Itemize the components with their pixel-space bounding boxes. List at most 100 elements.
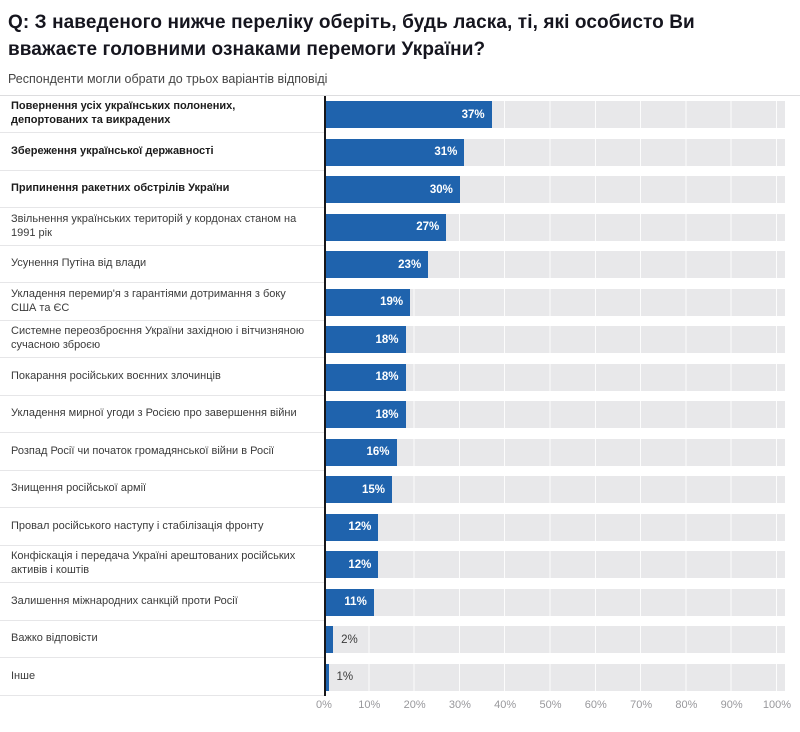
category-label: Провал російського наступу і стабілізаці… xyxy=(11,519,264,532)
plot-cell: 16% xyxy=(324,433,785,471)
plot-cell: 12% xyxy=(324,546,785,584)
category-label: Повернення усіх українських полонених, д… xyxy=(11,100,236,127)
bar-track: 23% xyxy=(324,251,785,279)
x-axis-tick-label: 70% xyxy=(630,698,653,711)
bar: 30% xyxy=(324,176,460,204)
bar-value-label: 37% xyxy=(461,108,485,121)
plot-cell: 2% xyxy=(324,621,785,659)
bar-track: 31% xyxy=(324,138,785,166)
x-axis: 0% 10% 20% 30% 40% 50% 60% 70% 80% 90% 100% xyxy=(316,696,791,714)
chart-row: Розпад Росії чи початок громадянської ві… xyxy=(0,433,800,471)
plot-cell: 18% xyxy=(324,358,785,396)
chart-row: Знищення російської армії 15% xyxy=(0,470,800,509)
bar-value-label: 15% xyxy=(361,483,385,496)
bar-value-label: 12% xyxy=(348,521,372,534)
bar-value-label: 31% xyxy=(434,146,458,159)
chart-row: Покарання російських воєнних злочинців 18… xyxy=(0,358,800,396)
category-label: Укладення мирної угоди з Росією про заве… xyxy=(11,407,297,420)
category-label-cell: Усунення Путіна від влади xyxy=(0,245,324,284)
bar-value-label: 18% xyxy=(375,408,399,421)
bar: 15% xyxy=(324,476,392,504)
bar xyxy=(324,626,334,654)
bar: 12% xyxy=(324,551,379,579)
category-label-cell: Інше xyxy=(0,658,324,696)
bar: 18% xyxy=(324,401,406,429)
bar-track: 18% xyxy=(324,326,785,354)
chart-row: Залишення міжнародних санкцій проти Росі… xyxy=(0,583,800,621)
bar-track: 1% xyxy=(324,663,785,691)
plot-cell: 31% xyxy=(324,133,785,171)
question-title: Q: З наведеного нижче переліку оберіть, … xyxy=(8,12,695,60)
bar-track: 15% xyxy=(324,476,785,504)
category-label: Системне переозброєння України західною … xyxy=(11,325,305,352)
y-axis-line xyxy=(324,95,326,696)
category-label: Збереження української державності xyxy=(11,144,214,157)
bar: 11% xyxy=(324,588,374,616)
bar-value-label: 12% xyxy=(348,558,372,571)
x-axis-tick-label: 50% xyxy=(539,698,562,711)
bar-value-label: 11% xyxy=(344,596,367,609)
category-label: Важко відповісти xyxy=(11,632,98,645)
chart-rows: Повернення усіх українських полонених, д… xyxy=(0,95,800,696)
bar-track: 37% xyxy=(324,101,785,129)
plot-cell: 30% xyxy=(324,171,785,209)
category-label: Розпад Росії чи початок громадянської ві… xyxy=(11,444,275,457)
category-label-cell: Повернення усіх українських полонених, д… xyxy=(0,95,324,134)
plot-cell: 18% xyxy=(324,321,785,359)
category-label: Укладення перемир'я з гарантіями дотрима… xyxy=(11,287,286,314)
plot-cell: 19% xyxy=(324,283,785,321)
chart-row: Збереження української державності 31% xyxy=(0,133,800,171)
chart-row: Повернення усіх українських полонених, д… xyxy=(0,95,800,134)
x-axis-tick-label: 80% xyxy=(675,698,698,711)
category-label-cell: Припинення ракетних обстрілів України xyxy=(0,170,324,209)
category-label-cell: Покарання російських воєнних злочинців xyxy=(0,358,324,396)
bar: 37% xyxy=(324,101,492,129)
bar-track: 16% xyxy=(324,438,785,466)
bar-track: 18% xyxy=(324,401,785,429)
x-axis-tick-label: 0% xyxy=(316,698,332,711)
category-label: Залишення міжнародних санкцій проти Росі… xyxy=(11,594,238,607)
category-label-cell: Укладення перемир'я з гарантіями дотрима… xyxy=(0,283,324,321)
plot-cell: 23% xyxy=(324,246,785,284)
bar-value-label: 23% xyxy=(398,258,422,271)
bar: 27% xyxy=(324,213,447,241)
category-label-cell: Знищення російської армії xyxy=(0,470,324,509)
x-axis-tick-label: 30% xyxy=(448,698,471,711)
question-subtitle: Респонденти могли обрати до трьох варіан… xyxy=(8,71,328,86)
x-axis-tick-label: 10% xyxy=(358,698,381,711)
bar-value-label: 1% xyxy=(336,671,354,684)
bar-track: 11% xyxy=(324,588,785,616)
bar-track: 18% xyxy=(324,363,785,391)
plot-cell: 27% xyxy=(324,208,785,246)
x-axis-tick-label: 100% xyxy=(762,698,792,711)
bar-track: 19% xyxy=(324,288,785,316)
bar-value-label: 19% xyxy=(380,296,404,309)
category-label-cell: Системне переозброєння України західною … xyxy=(0,320,324,359)
category-label: Звільнення українських територій у кордо… xyxy=(11,212,297,239)
bar: 18% xyxy=(324,363,406,391)
chart-row: Конфіскація і передача Україні арештован… xyxy=(0,545,800,584)
category-label-cell: Провал російського наступу і стабілізаці… xyxy=(0,508,324,546)
bar-value-label: 2% xyxy=(341,633,358,646)
plot-cell: 1% xyxy=(324,658,785,696)
category-label-cell: Важко відповісти xyxy=(0,620,324,659)
chart-row: Усунення Путіна від влади 23% xyxy=(0,245,800,284)
x-axis-tick-label: 20% xyxy=(403,698,426,711)
chart-row: Провал російського наступу і стабілізаці… xyxy=(0,508,800,546)
plot-cell: 15% xyxy=(324,471,785,509)
chart-header: Q: З наведеного нижче переліку оберіть, … xyxy=(0,0,800,86)
plot-cell: 12% xyxy=(324,508,785,546)
category-label: Конфіскація і передача Україні арештован… xyxy=(11,550,296,577)
chart-row: Звільнення українських територій у кордо… xyxy=(0,208,800,246)
bar: 18% xyxy=(324,326,406,354)
plot-cell: 11% xyxy=(324,583,785,621)
category-label: Усунення Путіна від влади xyxy=(11,257,147,270)
chart-row: Важко відповісти 2% xyxy=(0,620,800,659)
category-label-cell: Розпад Росії чи початок громадянської ві… xyxy=(0,433,324,471)
bar-value-label: 18% xyxy=(375,371,399,384)
chart-row: Інше 1% xyxy=(0,658,800,696)
bar xyxy=(324,663,329,691)
bar-chart: Повернення усіх українських полонених, д… xyxy=(0,94,800,714)
bar-value-label: 27% xyxy=(416,221,440,234)
